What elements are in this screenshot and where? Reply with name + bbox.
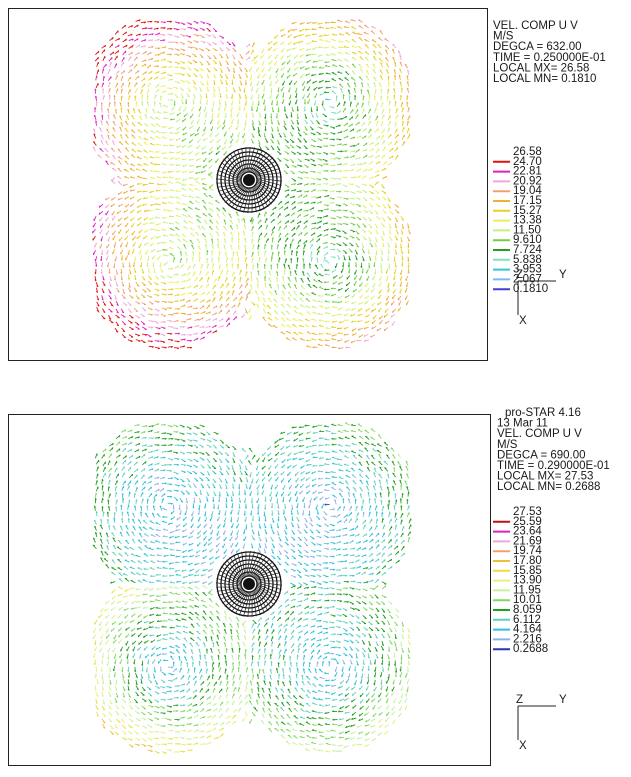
triad-label: X [519,315,527,327]
triad-label: X [519,740,527,752]
velocity-vectors [93,454,409,752]
velocity-vectors [93,21,237,342]
velocity-vectors [143,471,364,687]
velocity-vectors [325,99,330,100]
rotor-hub [243,174,255,186]
velocity-vectors [93,424,411,733]
triad-label: Y [559,269,567,281]
velocity-vectors [102,719,153,752]
plot-frame [9,415,491,766]
figure: VEL. COMP U VM/SDEGCA = 632.00TIME = 0.2… [0,0,631,772]
triad-label: Y [559,694,567,706]
rotor-hub [243,578,255,590]
triad-label: Z [516,694,523,706]
rotor [216,551,282,617]
velocity-vectors [303,86,351,276]
triad-label: Z [516,269,523,281]
page: {"panels": [ {"header": ["VEL. COMP U V"… [0,0,631,772]
velocity-vectors [325,504,330,505]
header-line: LOCAL MN= 0.1810 [493,73,596,85]
legend-label: 0.2688 [513,643,548,655]
velocity-vectors [93,20,217,349]
header-line: LOCAL MN= 0.2688 [497,481,600,493]
rotor [216,147,282,213]
